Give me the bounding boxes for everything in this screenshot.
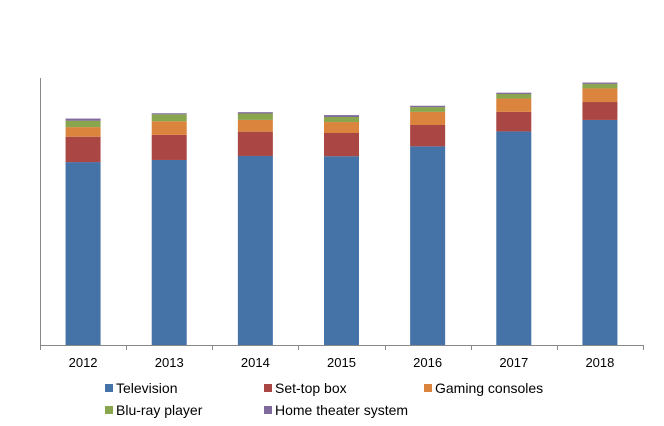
bar-set-top-box-2015 bbox=[324, 133, 359, 157]
legend-label: Home theater system bbox=[275, 402, 408, 418]
x-tick-label: 2018 bbox=[585, 355, 614, 370]
bar-blu-ray-player-2014 bbox=[237, 113, 273, 120]
bar-blu-ray-player-2017 bbox=[496, 94, 532, 99]
bar-television-2016 bbox=[410, 146, 446, 345]
legend-swatch bbox=[264, 384, 272, 392]
legend-label: Blu-ray player bbox=[116, 402, 203, 418]
bar-television-2014 bbox=[237, 155, 273, 345]
bar-gaming-consoles-2014 bbox=[237, 119, 273, 132]
bar-blu-ray-player-2018 bbox=[582, 83, 618, 89]
legend-label: Gaming consoles bbox=[435, 380, 543, 396]
bar-television-2013 bbox=[151, 159, 187, 345]
bar-home-theater-system-2014 bbox=[237, 112, 273, 114]
bar-set-top-box-2012 bbox=[65, 136, 101, 163]
bar-home-theater-system-2015 bbox=[324, 115, 359, 117]
legend-label: Television bbox=[116, 380, 177, 396]
bar-home-theater-system-2013 bbox=[151, 113, 187, 115]
bar-television-2012 bbox=[65, 162, 101, 345]
bar-television-2015 bbox=[324, 156, 359, 345]
x-tick-label: 2012 bbox=[69, 355, 98, 370]
bar-blu-ray-player-2016 bbox=[410, 107, 446, 112]
x-tick-label: 2013 bbox=[155, 355, 184, 370]
bar-blu-ray-player-2015 bbox=[324, 116, 359, 123]
legend-swatch bbox=[264, 406, 272, 414]
x-ticks: 2012 2013 2014 2015 2016 2017 2018 bbox=[40, 345, 644, 370]
bar-television-2018 bbox=[582, 119, 618, 345]
bar-gaming-consoles-2012 bbox=[65, 127, 101, 137]
legend-label: Set-top box bbox=[275, 380, 347, 396]
bar-gaming-consoles-2016 bbox=[410, 111, 446, 125]
bar-blu-ray-player-2012 bbox=[65, 120, 101, 128]
bar-gaming-consoles-2013 bbox=[151, 121, 187, 135]
x-tick-label: 2017 bbox=[499, 355, 528, 370]
bar-set-top-box-2018 bbox=[582, 102, 618, 120]
bar-home-theater-system-2016 bbox=[410, 105, 446, 108]
x-tick-label: 2014 bbox=[241, 355, 270, 370]
bar-set-top-box-2017 bbox=[496, 111, 532, 132]
legend-swatch bbox=[105, 384, 113, 392]
bars-group bbox=[65, 82, 618, 345]
bar-television-2017 bbox=[496, 131, 532, 345]
legend-swatch bbox=[105, 406, 113, 414]
bar-set-top-box-2016 bbox=[410, 124, 446, 147]
bar-gaming-consoles-2017 bbox=[496, 98, 532, 112]
bar-gaming-consoles-2018 bbox=[582, 88, 618, 103]
x-tick-label: 2015 bbox=[327, 355, 356, 370]
legend: Television Set-top box Gaming consoles Blu-… bbox=[105, 380, 543, 418]
bar-home-theater-system-2012 bbox=[65, 118, 101, 121]
legend-swatch bbox=[424, 384, 432, 392]
bar-home-theater-system-2018 bbox=[582, 82, 618, 84]
x-tick-label: 2016 bbox=[413, 355, 442, 370]
bar-home-theater-system-2017 bbox=[496, 92, 532, 95]
bar-set-top-box-2014 bbox=[237, 131, 273, 156]
bar-set-top-box-2013 bbox=[151, 134, 187, 160]
bar-blu-ray-player-2013 bbox=[151, 114, 187, 122]
bar-gaming-consoles-2015 bbox=[324, 122, 359, 134]
